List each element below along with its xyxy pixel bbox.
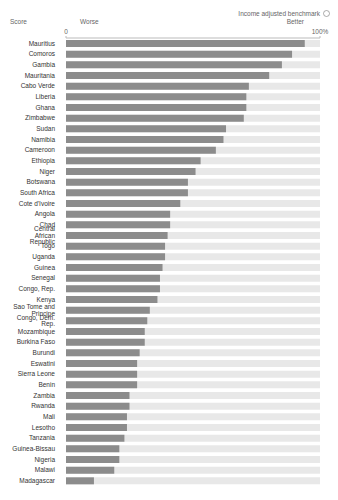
svg-text:Mozambique: Mozambique [18, 328, 56, 336]
svg-text:Congo, Rep.: Congo, Rep. [19, 285, 56, 293]
svg-text:Burundi: Burundi [33, 349, 55, 356]
svg-text:Togo: Togo [41, 242, 55, 250]
svg-text:Senegal: Senegal [31, 274, 55, 282]
svg-text:Benin: Benin [38, 381, 55, 388]
svg-text:Tanzania: Tanzania [29, 434, 55, 441]
svg-text:Comoros: Comoros [29, 50, 56, 57]
svg-text:Sudan: Sudan [36, 125, 55, 132]
svg-text:South Africa: South Africa [20, 189, 55, 196]
svg-text:Namibia: Namibia [31, 136, 55, 143]
svg-text:Rwanda: Rwanda [31, 402, 55, 409]
svg-text:Mauritius: Mauritius [29, 40, 56, 47]
svg-text:Nigeria: Nigeria [34, 456, 55, 464]
svg-text:Niger: Niger [39, 168, 55, 176]
svg-text:Cote d'Ivoire: Cote d'Ivoire [19, 200, 56, 207]
svg-text:Cameroon: Cameroon [25, 146, 56, 153]
svg-text:Uganda: Uganda [32, 253, 55, 261]
svg-text:Ghana: Ghana [35, 104, 55, 111]
svg-text:Mauritania: Mauritania [25, 72, 56, 79]
svg-text:Angola: Angola [35, 210, 56, 218]
svg-text:Congo, Dem.Rep.: Congo, Dem.Rep. [17, 314, 55, 329]
svg-text:Botswana: Botswana [26, 178, 55, 185]
svg-text:Cabo Verde: Cabo Verde [21, 82, 56, 89]
svg-text:Liberia: Liberia [35, 93, 55, 100]
svg-text:Malawi: Malawi [35, 466, 55, 473]
svg-text:Lesotho: Lesotho [32, 424, 56, 431]
svg-text:0: 0 [64, 28, 68, 35]
svg-text:Guinea-Bissau: Guinea-Bissau [12, 445, 55, 452]
svg-text:Gambia: Gambia [32, 61, 55, 68]
svg-text:Eswatini: Eswatini [31, 360, 55, 367]
svg-text:Zimbabwe: Zimbabwe [25, 114, 55, 121]
svg-text:Guinea: Guinea [34, 264, 55, 271]
svg-text:Madagascar: Madagascar [19, 477, 56, 485]
svg-text:Ethiopia: Ethiopia [32, 157, 56, 165]
svg-text:Burkina Faso: Burkina Faso [17, 338, 56, 345]
svg-text:100%: 100% [312, 28, 329, 35]
svg-text:Sierra Leone: Sierra Leone [18, 370, 56, 377]
svg-text:Mali: Mali [43, 413, 55, 420]
svg-text:Zambia: Zambia [33, 392, 55, 399]
